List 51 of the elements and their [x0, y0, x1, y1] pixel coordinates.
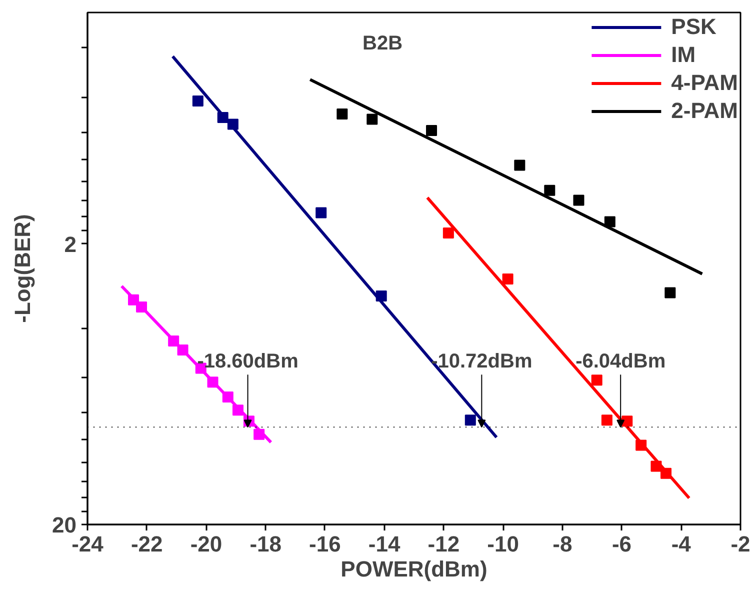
x-tick-label: -6 [612, 532, 632, 556]
point [168, 336, 180, 347]
x-tick-label: -2 [730, 532, 750, 556]
x-tick-label: -18 [250, 532, 282, 556]
annotation: -18.60dBm [197, 350, 298, 373]
point [366, 114, 378, 125]
point [192, 96, 204, 106]
legend-label: 4-PAM [671, 70, 738, 96]
point [502, 274, 514, 285]
point [601, 414, 612, 426]
legend-label: PSK [671, 14, 716, 40]
y-axis-title: -Log(BER) [10, 214, 36, 323]
legend-label: IM [671, 42, 696, 68]
x-tick-label: -12 [428, 532, 460, 556]
x-tick-label: -14 [368, 532, 401, 556]
x-tick-label: -20 [190, 532, 222, 556]
point [254, 428, 265, 440]
point [426, 125, 438, 136]
point [573, 194, 584, 206]
point [442, 227, 454, 238]
x-tick-label: -4 [671, 532, 692, 556]
point [650, 460, 662, 472]
point [544, 184, 556, 196]
point [207, 376, 218, 388]
y-tick-label: 2 [64, 232, 77, 257]
point [232, 404, 244, 416]
x-tick-label: -10 [487, 532, 519, 556]
point [636, 440, 647, 451]
point [217, 112, 228, 124]
annotation: B2B [362, 32, 403, 54]
point [604, 216, 616, 228]
point [660, 468, 672, 479]
legend-label: 2-PAM [671, 98, 738, 124]
point [227, 118, 238, 130]
point [128, 294, 140, 306]
point [622, 416, 633, 427]
point [591, 374, 602, 386]
point [514, 160, 526, 171]
x-tick-label: -22 [130, 532, 163, 556]
x-tick-label: -8 [552, 532, 572, 556]
point [222, 392, 234, 403]
annotation: -6.04dBm [576, 350, 666, 373]
point [136, 302, 148, 313]
point [376, 290, 387, 302]
x-axis-title: POWER(dBm) [340, 556, 488, 582]
x-tick-label: -16 [309, 532, 341, 556]
point [177, 344, 188, 356]
point [464, 414, 476, 426]
point [336, 108, 348, 120]
point [316, 207, 327, 218]
point [664, 287, 676, 298]
